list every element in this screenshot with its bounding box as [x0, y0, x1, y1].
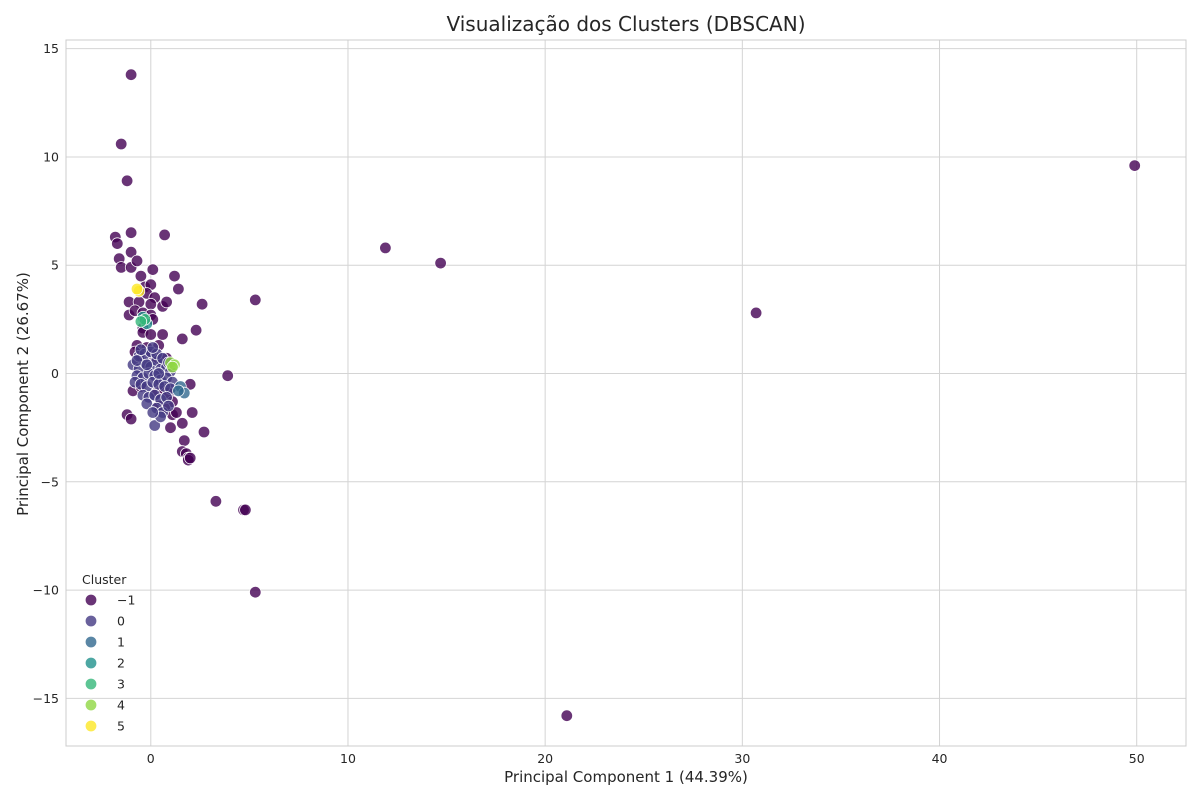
legend-label: 0 — [117, 614, 125, 629]
data-point-cluster--1 — [160, 295, 173, 309]
data-point-cluster--1 — [124, 245, 138, 259]
legend-marker — [84, 614, 98, 628]
data-point-cluster--1 — [144, 328, 158, 341]
x-tick-label: 50 — [1129, 751, 1145, 766]
legend-label: 3 — [117, 677, 125, 692]
data-point-cluster-3 — [134, 315, 148, 328]
data-point-cluster--1 — [185, 406, 199, 419]
data-point-cluster-0 — [162, 399, 175, 413]
data-point-cluster--1 — [124, 412, 138, 426]
x-tick-label: 40 — [932, 751, 948, 766]
data-point-cluster-0 — [140, 358, 154, 372]
data-point-cluster--1 — [221, 369, 234, 382]
y-tick-label: −5 — [41, 474, 59, 489]
plot-area — [65, 39, 1187, 747]
data-point-cluster--1 — [195, 298, 209, 311]
data-point-cluster--1 — [156, 328, 169, 341]
x-tick-label: 20 — [537, 751, 553, 766]
data-point-cluster-5 — [130, 282, 144, 296]
data-point-cluster--1 — [158, 228, 171, 242]
legend: Cluster −1 0 1 2 3 4 5 — [82, 572, 135, 734]
x-tick-label: 10 — [340, 751, 356, 766]
x-tick-label: 30 — [734, 751, 750, 766]
data-point-cluster--1 — [249, 293, 262, 307]
data-point-cluster--1 — [249, 586, 262, 599]
data-point-cluster--1 — [168, 269, 181, 283]
y-tick-label: −15 — [33, 691, 59, 706]
x-tick-label: 0 — [147, 751, 155, 766]
data-point-cluster--1 — [749, 306, 763, 320]
data-point-cluster-0 — [148, 419, 161, 432]
data-point-cluster--1 — [120, 174, 134, 188]
legend-label: 4 — [117, 698, 125, 713]
y-tick-labels: −15 −10 −5 0 5 10 15 — [33, 41, 59, 706]
legend-marker — [84, 593, 98, 607]
chart-title: Visualização dos Clusters (DBSCAN) — [446, 12, 805, 36]
legend-marker — [84, 656, 98, 670]
data-point-cluster--1 — [111, 237, 124, 250]
data-point-cluster--1 — [164, 421, 177, 434]
y-tick-label: 15 — [43, 41, 59, 56]
legend-entries: −1 0 1 2 3 4 5 — [84, 593, 135, 734]
data-point-cluster-1 — [172, 384, 185, 398]
legend-title: Cluster — [82, 572, 127, 587]
y-axis-label: Principal Component 2 (26.67%) — [14, 272, 32, 516]
legend-label: 2 — [117, 656, 125, 671]
data-point-cluster--1 — [560, 709, 574, 722]
data-point-cluster--1 — [124, 68, 138, 81]
legend-marker — [84, 719, 98, 733]
legend-label: −1 — [117, 593, 135, 608]
data-point-cluster--1 — [176, 332, 189, 346]
data-point-cluster-4 — [166, 360, 179, 374]
data-point-cluster--1 — [1128, 159, 1141, 172]
data-point-cluster--1 — [178, 434, 191, 447]
y-tick-label: −10 — [33, 583, 59, 598]
legend-marker — [84, 677, 98, 691]
x-axis-label: Principal Component 1 (44.39%) — [504, 768, 748, 786]
data-point-cluster--1 — [379, 241, 392, 255]
data-point-cluster--1 — [176, 417, 189, 430]
data-point-cluster-0 — [146, 341, 160, 354]
y-tick-label: 10 — [43, 149, 59, 164]
y-tick-label: 0 — [51, 366, 59, 381]
data-point-cluster--1 — [114, 137, 128, 151]
legend-label: 5 — [117, 719, 125, 734]
legend-label: 1 — [117, 635, 125, 650]
legend-marker — [84, 698, 98, 712]
data-point-cluster--1 — [146, 263, 160, 276]
plot-frame — [65, 39, 1187, 747]
y-tick-label: 5 — [51, 258, 59, 273]
data-point-cluster--1 — [239, 503, 252, 517]
data-point-cluster-0 — [134, 343, 148, 356]
data-point-cluster--1 — [130, 254, 144, 268]
data-points — [109, 68, 1141, 722]
data-point-cluster-0 — [152, 367, 165, 380]
data-point-cluster--1 — [434, 256, 447, 270]
data-point-cluster--1 — [197, 425, 211, 439]
data-point-cluster--1 — [209, 495, 223, 508]
data-point-cluster--1 — [189, 324, 203, 337]
x-tick-labels: 0 10 20 30 40 50 — [147, 751, 1145, 766]
data-point-cluster--1 — [134, 269, 148, 283]
plot-background — [66, 40, 1186, 746]
data-point-cluster--1 — [183, 451, 197, 465]
legend-marker — [84, 635, 98, 649]
data-point-cluster--1 — [172, 282, 185, 296]
data-point-cluster-0 — [146, 406, 160, 419]
data-point-cluster--1 — [124, 226, 138, 239]
